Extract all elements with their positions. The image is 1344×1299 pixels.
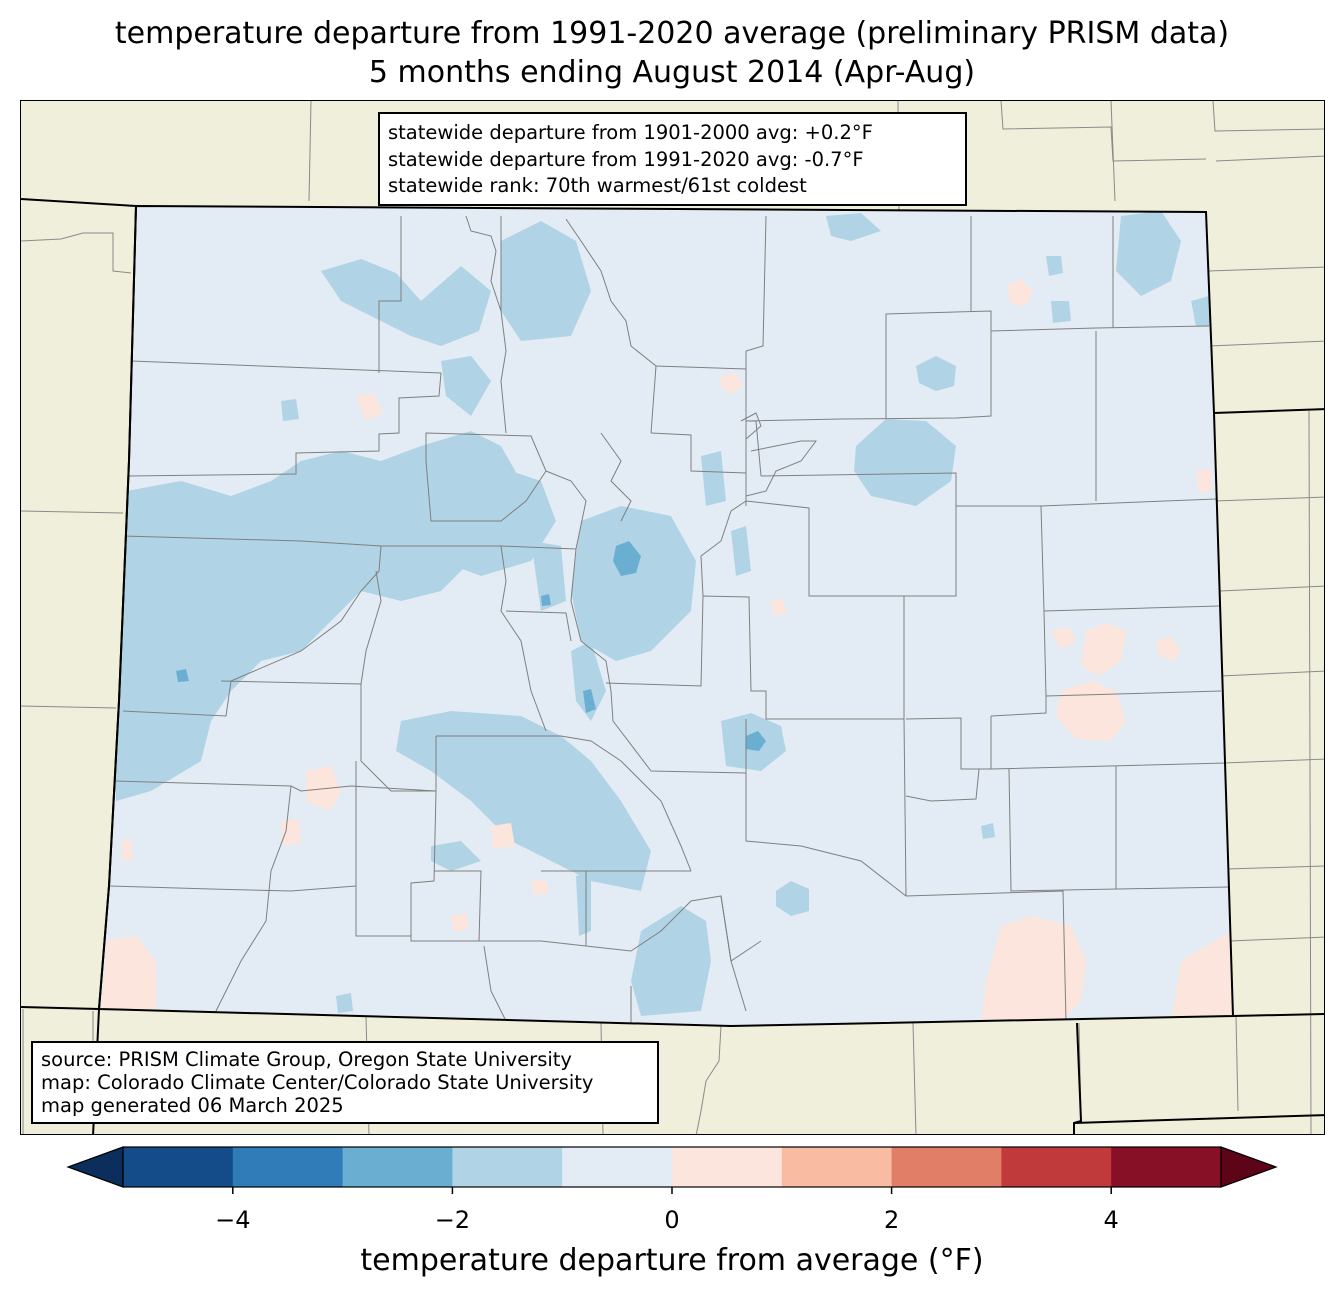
colorbar-bin-8: [1001, 1147, 1112, 1187]
colorbar-label: temperature departure from average (°F): [360, 1243, 984, 1278]
colorbar-over-arrow: [1220, 1146, 1278, 1188]
colorbar-bin-1: [232, 1147, 344, 1187]
field-bin-neg2-to-neg3: [176, 541, 766, 751]
colorbar-bin-4: [562, 1147, 673, 1187]
colorbar-outline: [122, 1146, 1222, 1188]
colorbar-tick-label: −2: [434, 1206, 471, 1234]
colorbar-bin-2: [342, 1147, 453, 1187]
colorbar-tick-label: 4: [1103, 1206, 1119, 1234]
map-generated-line: map generated 06 March 2025: [41, 1094, 344, 1117]
colorado-temperature-map: [21, 101, 1324, 1134]
colorbar-bin-6: [781, 1147, 893, 1187]
colorbar-bin-0: [123, 1147, 234, 1187]
county-lines: [108, 215, 1230, 1026]
colorbar-tick-label: −4: [215, 1206, 251, 1234]
colorbar-tickmarks: [232, 1187, 1112, 1194]
colorbar-tick-label: 0: [664, 1206, 680, 1234]
source-line: source: PRISM Climate Group, Oregon Stat…: [41, 1048, 572, 1071]
stats-departure-1901-2000: statewide departure from 1901-2000 avg: …: [388, 121, 873, 144]
stats-departure-1991-2020: statewide departure from 1991-2020 avg: …: [388, 147, 864, 171]
map-subtitle: 5 months ending August 2014 (Apr-Aug): [368, 55, 976, 90]
state-borders: [21, 198, 1324, 1134]
map-panel: [20, 100, 1325, 1135]
map-title: temperature departure from 1991-2020 ave…: [114, 16, 1230, 51]
colorbar-tick-label: 2: [883, 1206, 900, 1234]
colorbar: [66, 1146, 1278, 1194]
colorbar-under-arrow: [66, 1146, 124, 1188]
source-credits-box: source: PRISM Climate Group, Oregon Stat…: [31, 1041, 659, 1124]
colorbar-bins: [123, 1147, 1222, 1187]
colorbar-bin-3: [452, 1147, 563, 1187]
colorbar-bin-5: [672, 1147, 783, 1187]
field-bin-neg1-to-neg2: [113, 211, 1211, 1016]
stats-rank: statewide rank: 70th warmest/61st coldes…: [388, 174, 807, 197]
colorbar-bin-7: [891, 1147, 1002, 1187]
map-credit-line: map: Colorado Climate Center/Colorado St…: [41, 1071, 594, 1094]
colorbar-bin-9: [1111, 1147, 1222, 1187]
statewide-stats-box: statewide departure from 1901-2000 avg: …: [378, 112, 967, 206]
temperature-field: [99, 206, 1233, 1026]
